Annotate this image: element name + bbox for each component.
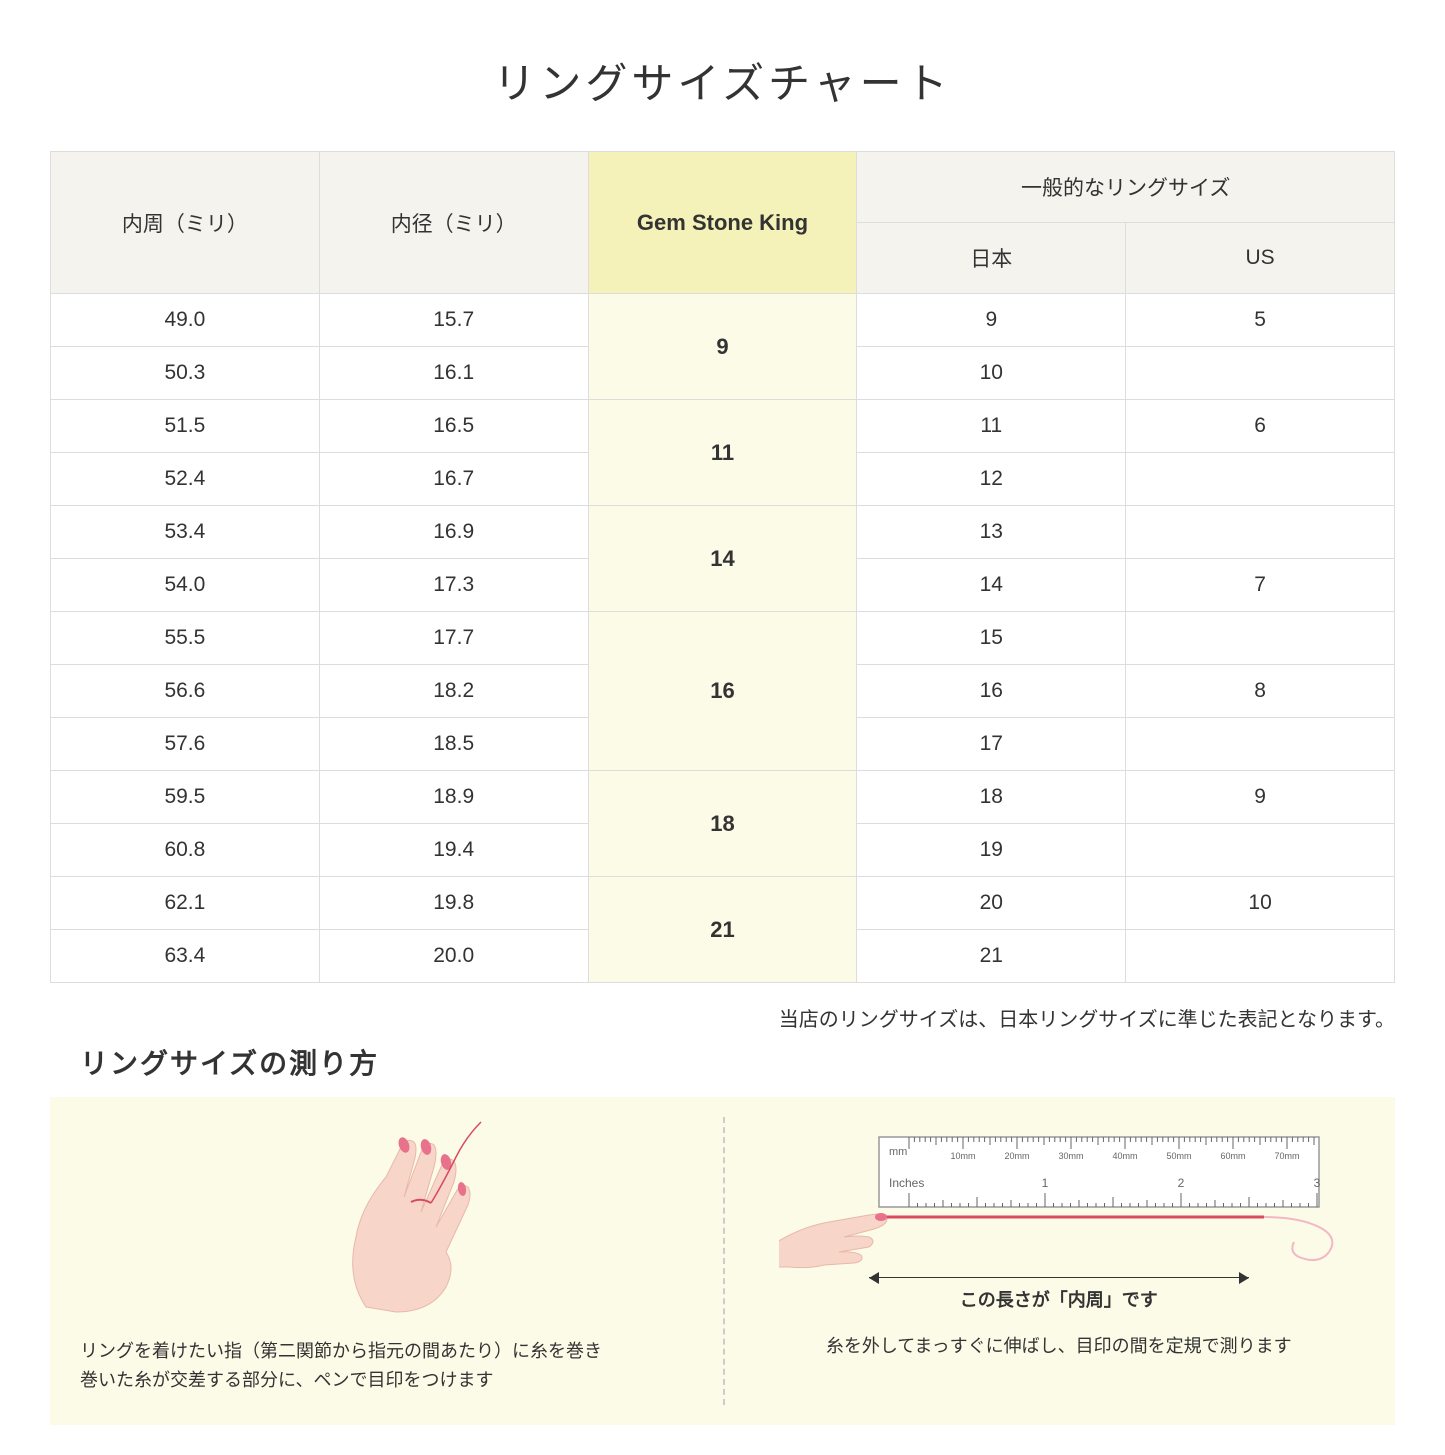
left-caption: リングを着けたい指（第二関節から指元の間あたり）に糸を巻き巻いた糸が交差する部分… bbox=[80, 1337, 693, 1395]
cell-us bbox=[1126, 930, 1395, 983]
cell-us bbox=[1126, 718, 1395, 771]
ruler-inches-label: Inches bbox=[889, 1176, 924, 1190]
cell-us bbox=[1126, 824, 1395, 877]
cell-diameter: 16.7 bbox=[319, 453, 588, 506]
page-title: リングサイズチャート bbox=[50, 50, 1395, 111]
cell-circumference: 49.0 bbox=[51, 294, 320, 347]
cell-gemstone: 11 bbox=[588, 400, 857, 506]
cell-diameter: 18.2 bbox=[319, 665, 588, 718]
cell-circumference: 52.4 bbox=[51, 453, 320, 506]
cell-us bbox=[1126, 453, 1395, 506]
cell-diameter: 16.5 bbox=[319, 400, 588, 453]
cell-us: 9 bbox=[1126, 771, 1395, 824]
svg-text:20mm: 20mm bbox=[1004, 1151, 1029, 1161]
cell-japan: 16 bbox=[857, 665, 1126, 718]
cell-us bbox=[1126, 506, 1395, 559]
cell-gemstone: 18 bbox=[588, 771, 857, 877]
svg-text:40mm: 40mm bbox=[1112, 1151, 1137, 1161]
table-row: 51.516.511116 bbox=[51, 400, 1395, 453]
cell-japan: 14 bbox=[857, 559, 1126, 612]
header-circumference: 内周（ミリ） bbox=[51, 152, 320, 294]
svg-text:60mm: 60mm bbox=[1220, 1151, 1245, 1161]
cell-circumference: 57.6 bbox=[51, 718, 320, 771]
measure-section: リングを着けたい指（第二関節から指元の間あたり）に糸を巻き巻いた糸が交差する部分… bbox=[50, 1097, 1395, 1425]
table-row: 53.416.91413 bbox=[51, 506, 1395, 559]
cell-japan: 12 bbox=[857, 453, 1126, 506]
cell-diameter: 19.8 bbox=[319, 877, 588, 930]
cell-circumference: 51.5 bbox=[51, 400, 320, 453]
cell-japan: 11 bbox=[857, 400, 1126, 453]
table-row: 59.518.918189 bbox=[51, 771, 1395, 824]
cell-us bbox=[1126, 612, 1395, 665]
svg-text:3: 3 bbox=[1313, 1176, 1320, 1190]
cell-us: 7 bbox=[1126, 559, 1395, 612]
ruler-mm-label: mm bbox=[889, 1146, 907, 1158]
cell-us: 6 bbox=[1126, 400, 1395, 453]
svg-text:70mm: 70mm bbox=[1274, 1151, 1299, 1161]
svg-text:30mm: 30mm bbox=[1058, 1151, 1083, 1161]
svg-text:2: 2 bbox=[1177, 1176, 1184, 1190]
measurement-arrow bbox=[753, 1277, 1366, 1278]
cell-diameter: 16.9 bbox=[319, 506, 588, 559]
table-row: 49.015.7995 bbox=[51, 294, 1395, 347]
cell-diameter: 15.7 bbox=[319, 294, 588, 347]
cell-japan: 17 bbox=[857, 718, 1126, 771]
cell-gemstone: 9 bbox=[588, 294, 857, 400]
cell-diameter: 18.9 bbox=[319, 771, 588, 824]
cell-japan: 20 bbox=[857, 877, 1126, 930]
cell-diameter: 16.1 bbox=[319, 347, 588, 400]
header-us: US bbox=[1126, 223, 1395, 294]
header-gemstone: Gem Stone King bbox=[588, 152, 857, 294]
cell-circumference: 62.1 bbox=[51, 877, 320, 930]
table-row: 62.119.8212010 bbox=[51, 877, 1395, 930]
cell-us: 8 bbox=[1126, 665, 1395, 718]
cell-us: 10 bbox=[1126, 877, 1395, 930]
cell-japan: 15 bbox=[857, 612, 1126, 665]
cell-japan: 18 bbox=[857, 771, 1126, 824]
table-row: 55.517.71615 bbox=[51, 612, 1395, 665]
header-diameter: 内径（ミリ） bbox=[319, 152, 588, 294]
cell-diameter: 17.7 bbox=[319, 612, 588, 665]
cell-circumference: 59.5 bbox=[51, 771, 320, 824]
ruler-illustration: mm Inches 10mm 20mm 30mm 40mm 50mm 60mm 70mm 1… bbox=[779, 1117, 1339, 1277]
cell-japan: 9 bbox=[857, 294, 1126, 347]
svg-text:1: 1 bbox=[1041, 1176, 1048, 1190]
cell-japan: 13 bbox=[857, 506, 1126, 559]
cell-diameter: 18.5 bbox=[319, 718, 588, 771]
cell-circumference: 60.8 bbox=[51, 824, 320, 877]
hand-wrap-illustration bbox=[206, 1117, 566, 1317]
cell-japan: 19 bbox=[857, 824, 1126, 877]
table-note: 当店のリングサイズは、日本リングサイズに準じた表記となります。 bbox=[50, 1003, 1395, 1032]
cell-circumference: 53.4 bbox=[51, 506, 320, 559]
cell-us: 5 bbox=[1126, 294, 1395, 347]
cell-circumference: 50.3 bbox=[51, 347, 320, 400]
cell-circumference: 55.5 bbox=[51, 612, 320, 665]
cell-circumference: 63.4 bbox=[51, 930, 320, 983]
ring-size-table: 内周（ミリ） 内径（ミリ） Gem Stone King 一般的なリングサイズ … bbox=[50, 151, 1395, 983]
cell-diameter: 19.4 bbox=[319, 824, 588, 877]
measure-title: リングサイズの測り方 bbox=[80, 1042, 1395, 1082]
header-general: 一般的なリングサイズ bbox=[857, 152, 1395, 223]
header-japan: 日本 bbox=[857, 223, 1126, 294]
svg-text:10mm: 10mm bbox=[950, 1151, 975, 1161]
cell-gemstone: 16 bbox=[588, 612, 857, 771]
right-caption: 糸を外してまっすぐに伸ばし、目印の間を定規で測ります bbox=[753, 1332, 1366, 1361]
ruler-label: この長さが「内周」です bbox=[753, 1286, 1366, 1312]
cell-japan: 10 bbox=[857, 347, 1126, 400]
cell-japan: 21 bbox=[857, 930, 1126, 983]
cell-diameter: 20.0 bbox=[319, 930, 588, 983]
svg-text:50mm: 50mm bbox=[1166, 1151, 1191, 1161]
cell-circumference: 56.6 bbox=[51, 665, 320, 718]
cell-diameter: 17.3 bbox=[319, 559, 588, 612]
cell-us bbox=[1126, 347, 1395, 400]
cell-circumference: 54.0 bbox=[51, 559, 320, 612]
cell-gemstone: 14 bbox=[588, 506, 857, 612]
cell-gemstone: 21 bbox=[588, 877, 857, 983]
